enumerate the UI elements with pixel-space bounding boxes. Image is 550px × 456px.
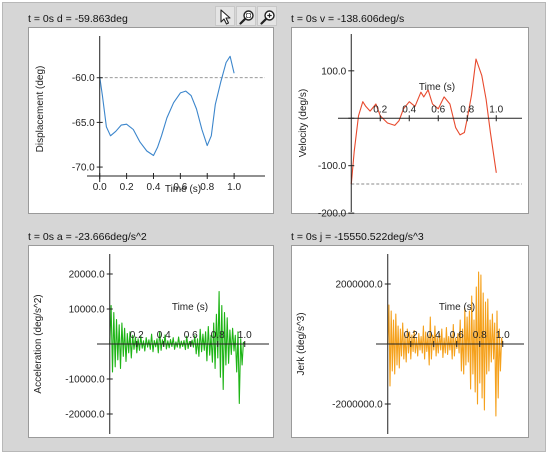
x-tick-label: 0.6: [431, 104, 445, 115]
x-tick-label: 1.0: [227, 182, 241, 193]
y-tick-label: 2000000.0: [335, 280, 383, 291]
panel-caption-velocity: t = 0s v = -138.606deg/s: [291, 13, 405, 25]
cursor-icon: [220, 9, 231, 25]
y-tick-label: -2000000.0: [332, 400, 383, 411]
cursor-tool-button[interactable]: [215, 6, 235, 26]
jerk-series-line: [387, 271, 504, 417]
x-tick-label: 0.4: [147, 182, 161, 193]
x-tick-label: 0.4: [157, 330, 171, 341]
x-tick-label: 0.6: [173, 182, 187, 193]
y-tick-label: -70.0: [72, 163, 95, 174]
y-tick-label: -10000.0: [65, 375, 105, 386]
y-tick-label: 20000.0: [69, 270, 106, 281]
y-tick-label: -20000.0: [65, 410, 105, 421]
velocity-chart: 0.2 0.4 0.6 0.8 1.0 100.0 -100.0 -200.0 Time (s)…: [298, 34, 522, 220]
x-tick-label: 0.6: [184, 330, 198, 341]
zoom-region-button[interactable]: [236, 6, 256, 26]
acceleration-series-line: [109, 290, 246, 405]
x-tick-label: 0.8: [211, 330, 225, 341]
x-tick-label: 0.4: [427, 330, 441, 341]
y-axis-title: Jerk (deg/s^3): [296, 312, 307, 375]
zoom-magnifier-icon: [260, 10, 275, 25]
x-tick-label: 1.0: [238, 330, 252, 341]
x-tick-label: 1.0: [496, 330, 510, 341]
acceleration-chart: 0.2 0.4 0.6 0.8 1.0 20000.0 10000.0 -10000.0 -20…: [33, 254, 269, 434]
x-axis-title: Time (s): [439, 302, 475, 313]
x-tick-label: 0.6: [450, 330, 464, 341]
displacement-plot-panel[interactable]: 0.0 0.2 0.4 0.6 0.8 1.0 -60.0 -65.0 -70.0 Time (s…: [28, 27, 274, 214]
velocity-plot-panel[interactable]: 0.2 0.4 0.6 0.8 1.0 100.0 -100.0 -200.0 Time (s)…: [291, 27, 529, 220]
displacement-series-line: [99, 55, 235, 157]
y-tick-label: 100.0: [321, 66, 346, 77]
x-axis-title: Time (s): [165, 184, 201, 195]
y-axis-title: Velocity (deg/s): [298, 89, 309, 157]
x-tick-label: 0.8: [473, 330, 487, 341]
x-tick-label: 0.4: [402, 104, 416, 115]
jerk-chart: 0.2 0.4 0.6 0.8 1.0 2000000.0 -2000000.0 Time (…: [296, 254, 524, 434]
panel-caption-acceleration: t = 0s a = -23.666deg/s^2: [28, 231, 147, 243]
zoom-region-icon: [239, 10, 254, 25]
x-tick-label: 0.2: [130, 330, 144, 341]
plot-window: t = 0s d = -59.863deg t = 0s v = -138.60…: [2, 2, 546, 452]
x-tick-label: 0.2: [404, 330, 418, 341]
y-axis-title: Displacement (deg): [35, 66, 46, 153]
displacement-chart: 0.0 0.2 0.4 0.6 0.8 1.0 -60.0 -65.0 -70.0 Time (s…: [35, 36, 265, 195]
y-tick-label: 10000.0: [69, 305, 106, 316]
acceleration-plot-panel[interactable]: 0.2 0.4 0.6 0.8 1.0 20000.0 10000.0 -10000.0 -20…: [28, 245, 274, 438]
panel-caption-displacement: t = 0s d = -59.863deg: [28, 13, 128, 25]
x-tick-label: 0.8: [200, 182, 214, 193]
x-tick-label: 0.8: [460, 104, 474, 115]
y-tick-label: -60.0: [72, 73, 95, 84]
x-axis-title: Time (s): [172, 302, 208, 313]
jerk-plot-panel[interactable]: 0.2 0.4 0.6 0.8 1.0 2000000.0 -2000000.0 Time (…: [291, 245, 529, 438]
x-axis-title: Time (s): [419, 82, 455, 93]
y-tick-label: -100.0: [318, 161, 347, 172]
x-tick-label: 1.0: [489, 104, 503, 115]
y-axis-title: Acceleration (deg/s^2): [33, 294, 44, 393]
x-tick-label: 0.0: [93, 182, 107, 193]
y-tick-label: -200.0: [318, 209, 347, 220]
y-tick-label: -65.0: [72, 118, 95, 129]
x-tick-label: 0.2: [373, 104, 387, 115]
zoom-magnifier-button[interactable]: [257, 6, 277, 26]
x-tick-label: 0.2: [120, 182, 134, 193]
velocity-series-line: [350, 58, 497, 185]
panel-caption-jerk: t = 0s j = -15550.522deg/s^3: [291, 231, 424, 243]
